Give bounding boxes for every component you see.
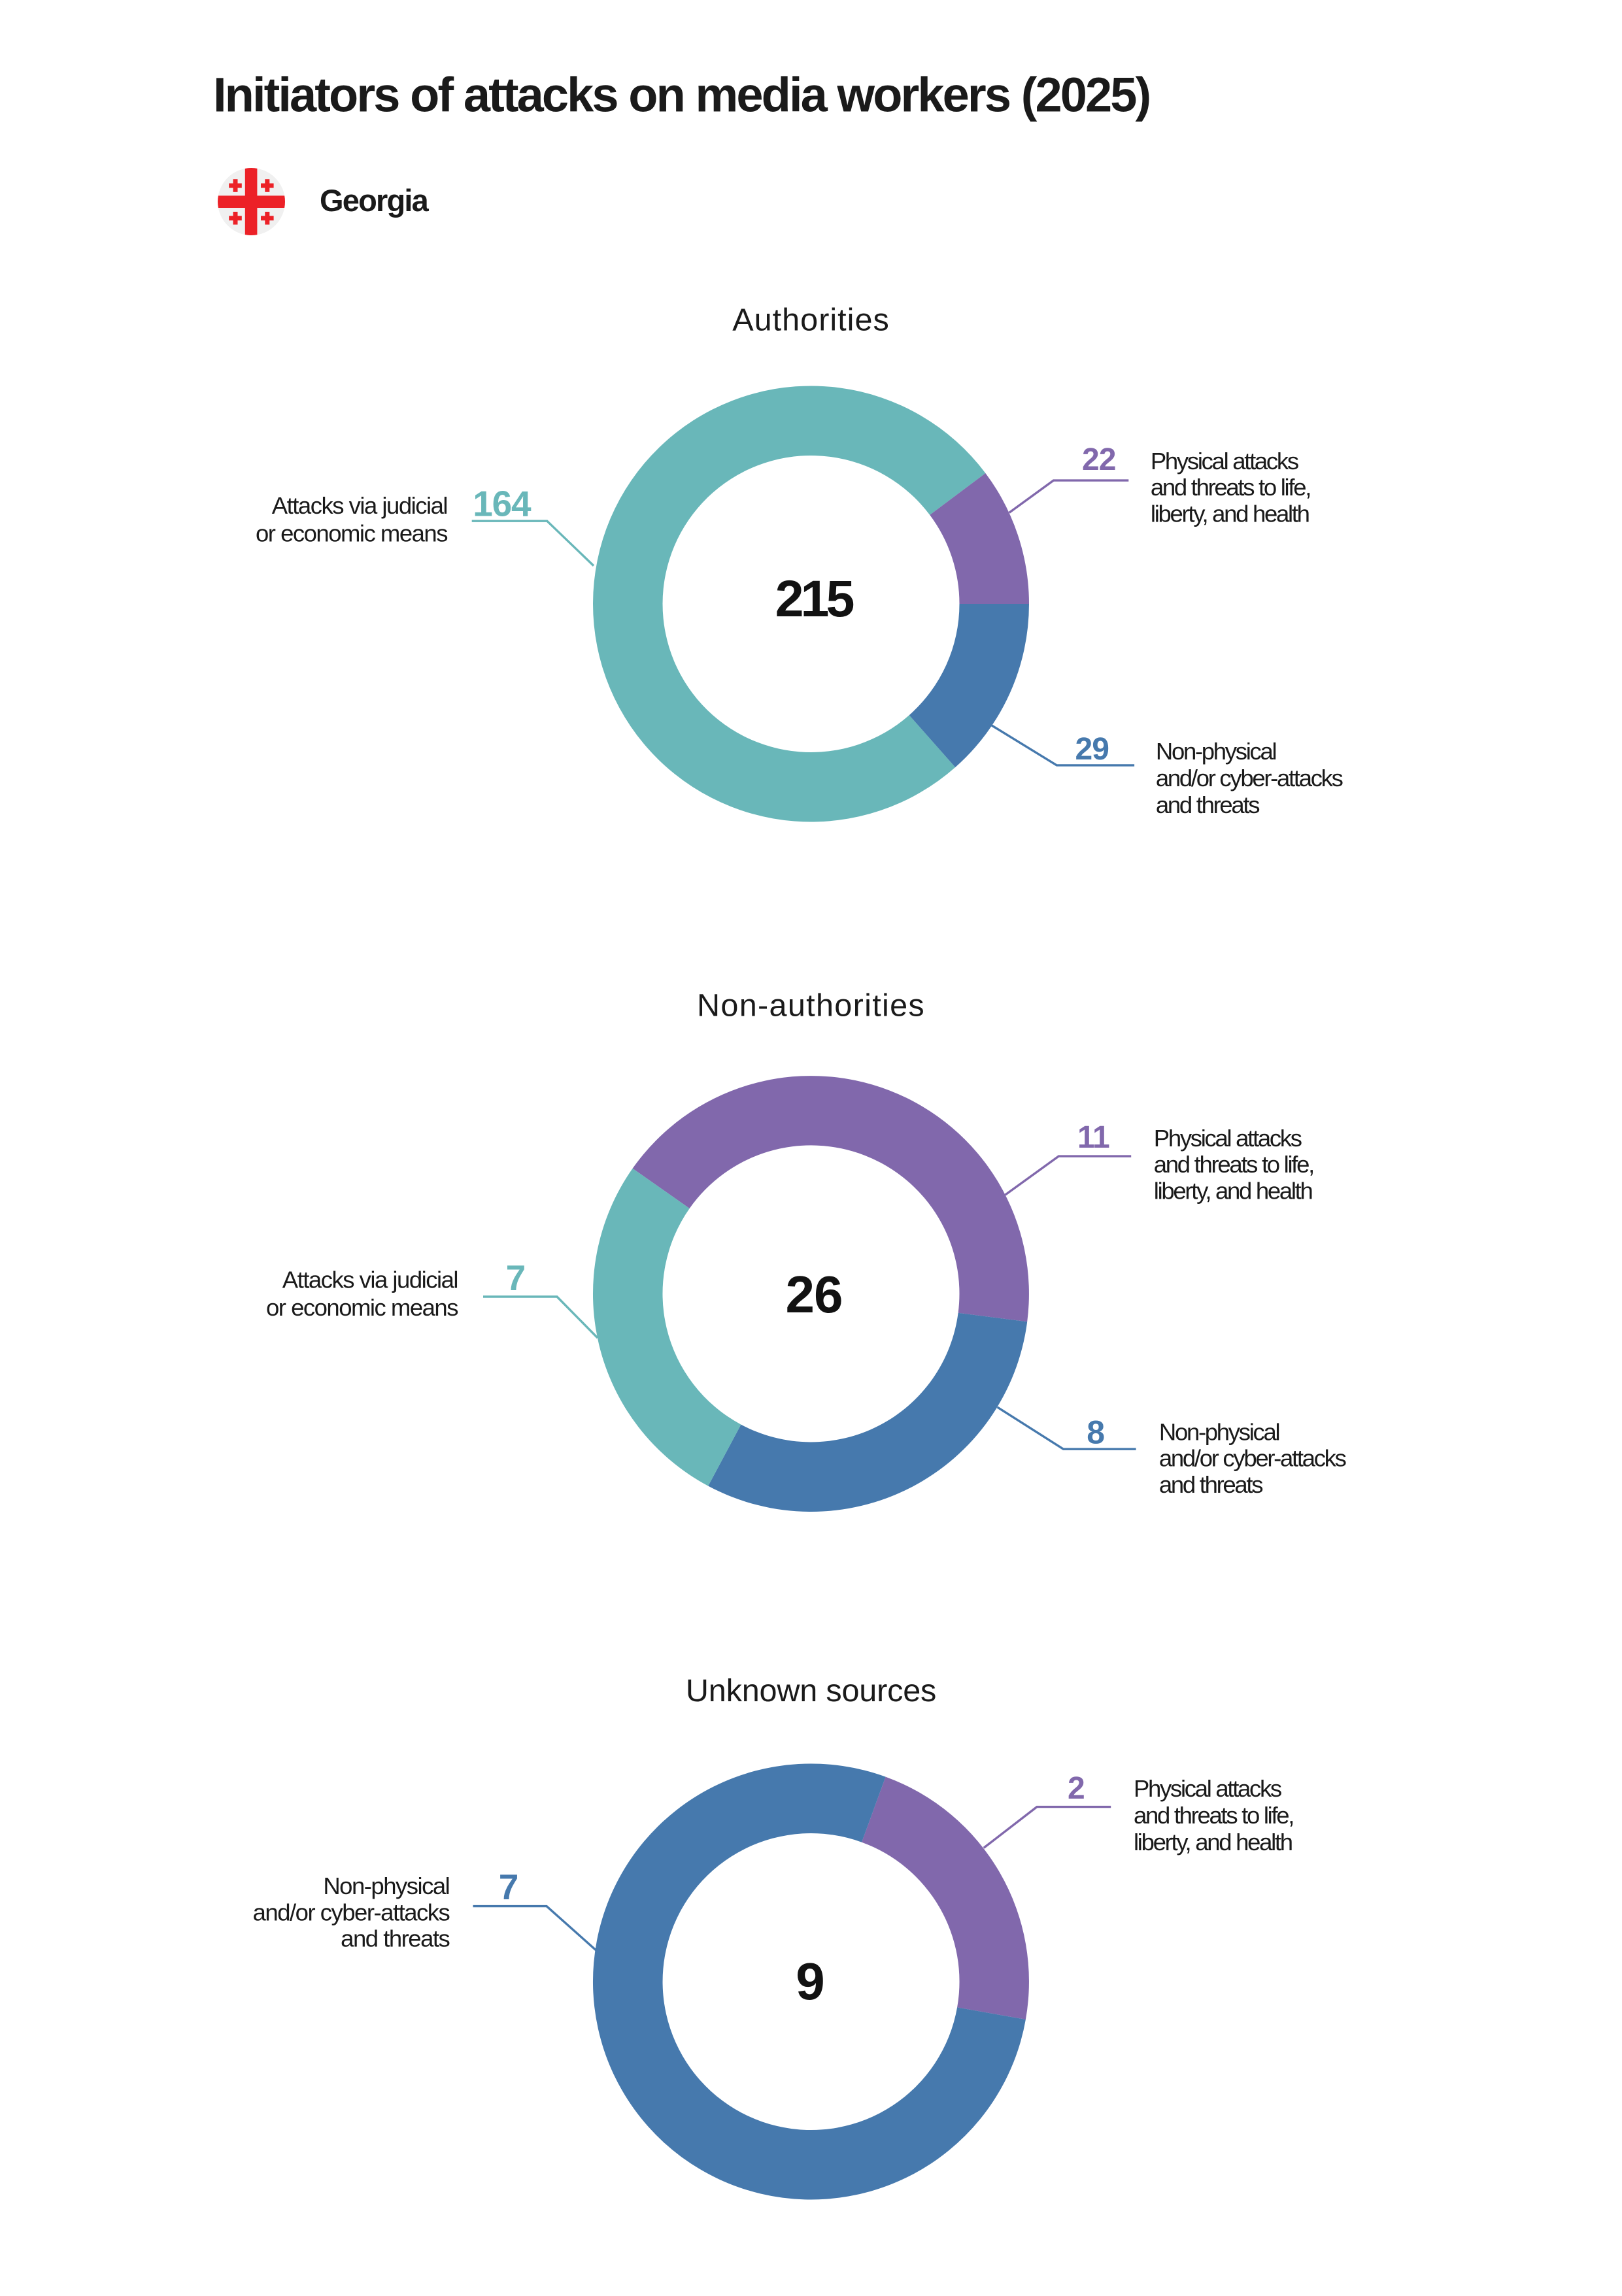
svg-text:or economic means: or economic means — [266, 1294, 458, 1321]
svg-text:Non-physical: Non-physical — [323, 1872, 449, 1899]
svg-text:and threats to life,: and threats to life, — [1151, 474, 1310, 501]
svg-text:164: 164 — [473, 483, 532, 524]
svg-text:Non-physical: Non-physical — [1156, 738, 1276, 765]
svg-text:liberty, and health: liberty, and health — [1134, 1829, 1292, 1855]
svg-text:Physical attacks: Physical attacks — [1134, 1775, 1281, 1802]
svg-text:and/or cyber-attacks: and/or cyber-attacks — [253, 1899, 450, 1925]
svg-text:11: 11 — [1077, 1120, 1109, 1155]
svg-text:Georgia: Georgia — [320, 183, 430, 218]
svg-text:Physical attacks: Physical attacks — [1151, 448, 1298, 474]
svg-text:Authorities: Authorities — [732, 302, 890, 337]
svg-text:215: 215 — [775, 569, 854, 627]
svg-text:liberty, and health: liberty, and health — [1151, 500, 1309, 527]
svg-text:Non-authorities: Non-authorities — [697, 988, 925, 1023]
svg-text:7: 7 — [499, 1867, 519, 1907]
svg-text:liberty, and health: liberty, and health — [1154, 1177, 1312, 1204]
svg-text:29: 29 — [1075, 732, 1109, 767]
svg-text:or economic means: or economic means — [256, 520, 447, 546]
svg-text:9: 9 — [796, 1952, 825, 2010]
svg-text:Non-physical: Non-physical — [1159, 1419, 1279, 1446]
svg-text:and threats to life,: and threats to life, — [1154, 1151, 1313, 1178]
svg-text:26: 26 — [786, 1265, 843, 1323]
svg-text:and threats to life,: and threats to life, — [1134, 1802, 1293, 1829]
svg-text:and threats: and threats — [1159, 1471, 1262, 1498]
svg-text:and threats: and threats — [341, 1925, 449, 1952]
svg-text:Attacks via judicial: Attacks via judicial — [272, 492, 447, 519]
svg-text:Physical attacks: Physical attacks — [1154, 1125, 1302, 1152]
svg-text:Unknown sources: Unknown sources — [686, 1673, 936, 1708]
svg-text:and threats: and threats — [1156, 791, 1259, 818]
svg-text:8: 8 — [1087, 1414, 1105, 1451]
svg-text:and/or cyber-attacks: and/or cyber-attacks — [1159, 1445, 1346, 1472]
svg-text:2: 2 — [1068, 1771, 1085, 1806]
svg-text:7: 7 — [506, 1257, 526, 1298]
svg-text:Attacks via judicial: Attacks via judicial — [282, 1267, 458, 1293]
svg-text:Initiators of attacks on media: Initiators of attacks on media workers (… — [213, 68, 1149, 122]
svg-text:22: 22 — [1082, 442, 1115, 477]
svg-text:and/or cyber-attacks: and/or cyber-attacks — [1156, 765, 1343, 791]
